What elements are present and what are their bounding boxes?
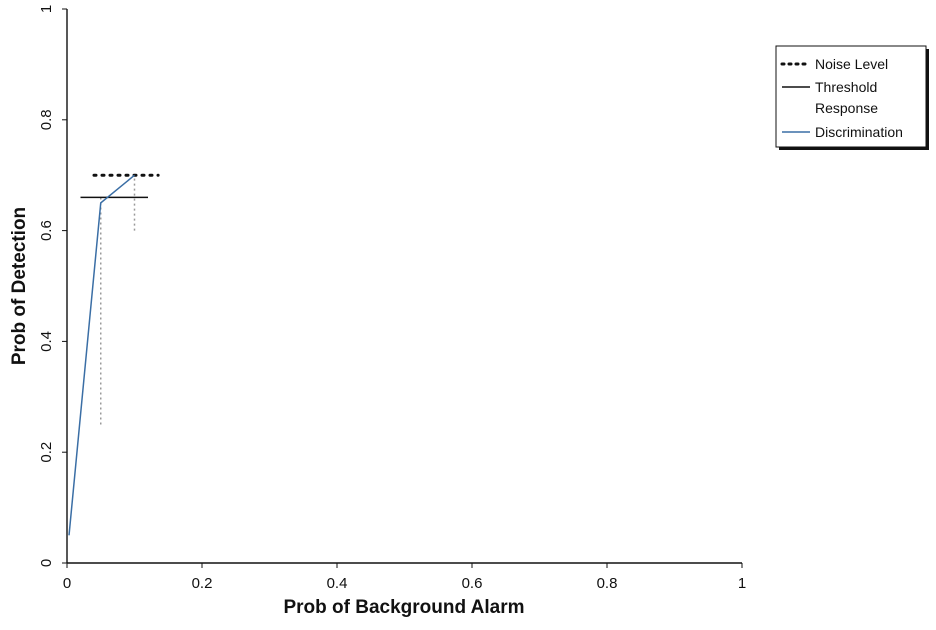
legend-noise-level-label: Noise Level bbox=[815, 56, 888, 72]
legend: Noise Level Threshold Response Discrimina… bbox=[776, 46, 929, 150]
y-tick-label: 1 bbox=[38, 5, 55, 13]
x-axis-title: Prob of Background Alarm bbox=[283, 597, 524, 618]
y-tick-label: 0.4 bbox=[38, 331, 55, 352]
y-tick-label: 0.8 bbox=[38, 109, 55, 130]
y-tick-label: 0 bbox=[38, 559, 55, 567]
x-tick-label: 0.2 bbox=[192, 575, 213, 592]
x-tick-label: 0.6 bbox=[462, 575, 483, 592]
x-tick-label: 0.4 bbox=[327, 575, 348, 592]
x-tick-label: 0 bbox=[63, 575, 71, 592]
y-axis-title: Prob of Detection bbox=[9, 207, 30, 365]
y-tick-label: 0.6 bbox=[38, 220, 55, 241]
x-tick-label: 0.8 bbox=[597, 575, 618, 592]
legend-discrimination-label: Discrimination bbox=[815, 124, 903, 140]
y-tick-label: 0.2 bbox=[38, 442, 55, 463]
x-tick-label: 1 bbox=[738, 575, 746, 592]
plot-area bbox=[67, 9, 742, 563]
